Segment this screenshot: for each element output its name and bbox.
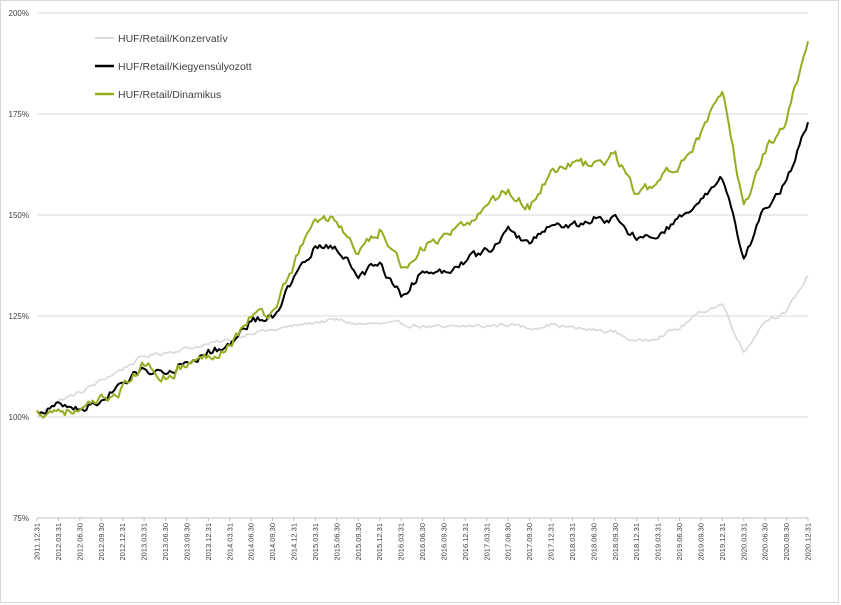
x-tick-label: 2016.09.30: [439, 523, 448, 561]
legend-label: HUF/Retail/Konzervatív: [118, 33, 228, 45]
x-tick-label: 2017.12.31: [547, 523, 556, 561]
legend-label: HUF/Retail/Kiegyensúlyozott: [118, 61, 252, 73]
x-tick-label: 2019.06.30: [675, 523, 684, 561]
y-tick-label: 125%: [9, 312, 29, 321]
series-line-konzervativ: [36, 275, 809, 417]
x-tick-label: 2015.09.30: [354, 523, 363, 561]
series-lines: [36, 41, 809, 419]
x-tick-label: 2020.03.31: [739, 523, 748, 561]
x-tick-label: 2018.09.30: [611, 523, 620, 561]
x-tick-label: 2016.03.31: [397, 523, 406, 561]
x-tick-label: 2017.03.31: [482, 523, 491, 561]
y-tick-label: 100%: [9, 413, 29, 422]
x-tick-label: 2020.09.30: [782, 523, 791, 561]
x-tick-label: 2015.06.30: [332, 523, 341, 561]
x-tick-label: 2018.06.30: [589, 523, 598, 561]
x-axis-ticks: 2011.12.31 2012.03.31 2012.06.30 2012.09.30…: [33, 518, 813, 561]
legend-label: HUF/Retail/Dinamikus: [118, 89, 221, 101]
x-tick-label: 2014.12.31: [290, 523, 299, 561]
x-tick-label: 2019.09.30: [696, 523, 705, 561]
x-tick-label: 2015.12.31: [375, 523, 384, 561]
x-tick-label: 2013.09.30: [182, 523, 191, 561]
x-tick-label: 2013.03.31: [140, 523, 149, 561]
x-tick-label: 2020.12.31: [804, 523, 813, 561]
x-tick-label: 2012.09.30: [97, 523, 106, 561]
x-tick-label: 2017.09.30: [525, 523, 534, 561]
x-tick-label: 2012.06.30: [75, 523, 84, 561]
y-tick-label: 150%: [9, 211, 29, 220]
y-tick-label: 200%: [9, 9, 29, 18]
legend: HUF/Retail/Konzervatív HUF/Retail/Kiegyen…: [95, 33, 252, 101]
x-tick-label: 2012.12.31: [118, 523, 127, 561]
series-line-dinamikus: [36, 41, 809, 419]
x-tick-label: 2019.03.31: [654, 523, 663, 561]
series-line-kiegyensulyozott: [36, 121, 809, 415]
x-tick-label: 2014.06.30: [247, 523, 256, 561]
x-tick-label: 2018.03.31: [568, 523, 577, 561]
x-tick-label: 2017.06.30: [504, 523, 513, 561]
x-tick-label: 2014.03.31: [225, 523, 234, 561]
x-tick-label: 2014.09.30: [268, 523, 277, 561]
x-tick-label: 2012.03.31: [54, 523, 63, 561]
x-tick-label: 2015.03.31: [311, 523, 320, 561]
x-tick-label: 2019.12.31: [718, 523, 727, 561]
x-tick-label: 2020.06.30: [761, 523, 770, 561]
x-tick-label: 2016.06.30: [418, 523, 427, 561]
x-tick-label: 2016.12.31: [461, 523, 470, 561]
x-tick-label: 2013.12.31: [204, 523, 213, 561]
x-tick-label: 2013.06.30: [161, 523, 170, 561]
y-tick-label: 75%: [13, 514, 29, 523]
x-tick-label: 2011.12.31: [33, 523, 42, 560]
x-tick-label: 2018.12.31: [632, 523, 641, 561]
y-tick-label: 175%: [9, 110, 29, 119]
y-axis-ticks: 75% 100% 125% 150% 175% 200%: [9, 9, 29, 523]
